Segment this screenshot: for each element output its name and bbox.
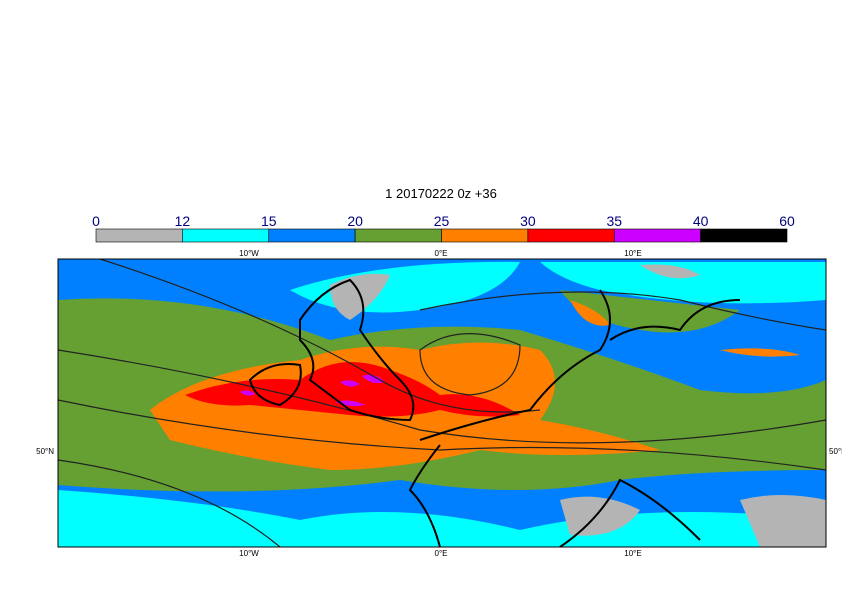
colorbar-label: 40 <box>693 213 709 229</box>
field-magenta <box>240 374 385 406</box>
coastline <box>299 278 415 422</box>
colorbar-box <box>182 228 270 243</box>
colorbar: 0 12 15 20 25 30 35 40 60 <box>92 213 795 243</box>
field-orange <box>720 348 800 357</box>
colorbar-box <box>613 228 701 243</box>
lon-label: 10°W <box>239 549 259 558</box>
colorbar-label: 60 <box>779 213 795 229</box>
field-orange <box>570 300 610 326</box>
colorbar-label: 15 <box>261 213 277 229</box>
lon-label: 10°W <box>239 249 259 258</box>
isobar <box>419 333 521 396</box>
isobar <box>58 399 826 471</box>
colorbar-box <box>268 228 356 243</box>
coastline <box>408 444 701 547</box>
field-cyan <box>58 490 826 547</box>
map-axes: 10°W 10°W 0°E 0°E 10°E 10°E 50°N 50°N <box>36 249 842 558</box>
isobar <box>99 259 541 413</box>
colorbar-label: 35 <box>606 213 622 229</box>
map-title: 1 20170222 0z +36 <box>385 186 497 201</box>
isobar <box>58 459 281 547</box>
map-field <box>58 259 826 547</box>
colorbar-label: 25 <box>434 213 450 229</box>
coastline <box>419 289 741 441</box>
lon-label: 10°E <box>624 549 641 558</box>
colorbar-label: 0 <box>92 213 100 229</box>
colorbar-box <box>441 228 529 243</box>
colorbar-label: 30 <box>520 213 536 229</box>
colorbar-box <box>700 228 788 243</box>
coastline <box>248 363 302 407</box>
isobar <box>419 291 826 331</box>
colorbar-box <box>95 228 183 243</box>
field-gray <box>560 264 826 547</box>
colorbar-label: 20 <box>347 213 363 229</box>
lon-label: 0°E <box>435 249 448 258</box>
isobar <box>58 349 826 444</box>
colorbar-box <box>527 228 615 243</box>
map-frame <box>57 258 827 548</box>
field-cyan <box>540 262 826 304</box>
lon-label: 10°E <box>624 249 641 258</box>
colorbar-box <box>354 228 442 243</box>
colorbar-label: 12 <box>175 213 191 229</box>
lat-label: 50°N <box>829 447 842 456</box>
lat-label: 50°N <box>36 447 54 456</box>
lon-label: 0°E <box>435 549 448 558</box>
